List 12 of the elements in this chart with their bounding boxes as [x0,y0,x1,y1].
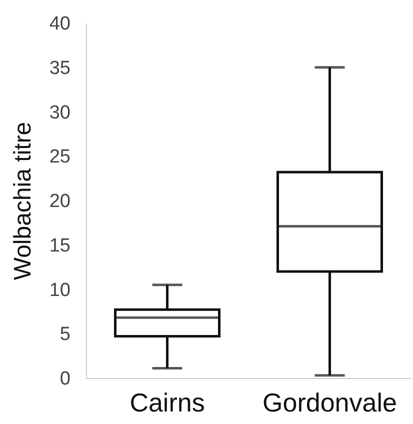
y-tick-label: 0 [60,368,70,390]
y-tick-label: 35 [49,58,70,79]
y-tick-label: 25 [49,146,70,168]
y-tick-label: 5 [60,324,70,346]
y-tick-label: 15 [49,235,70,256]
x-tick-label: Cairns [130,388,205,418]
x-tick-label: Gordonvale [262,388,397,418]
y-tick-label: 30 [49,102,70,124]
y-axis-title: Wolbachia titre [9,122,36,280]
y-tick-label: 40 [49,14,70,34]
y-tick-label: 20 [49,191,70,212]
y-tick-label: 10 [49,280,70,301]
